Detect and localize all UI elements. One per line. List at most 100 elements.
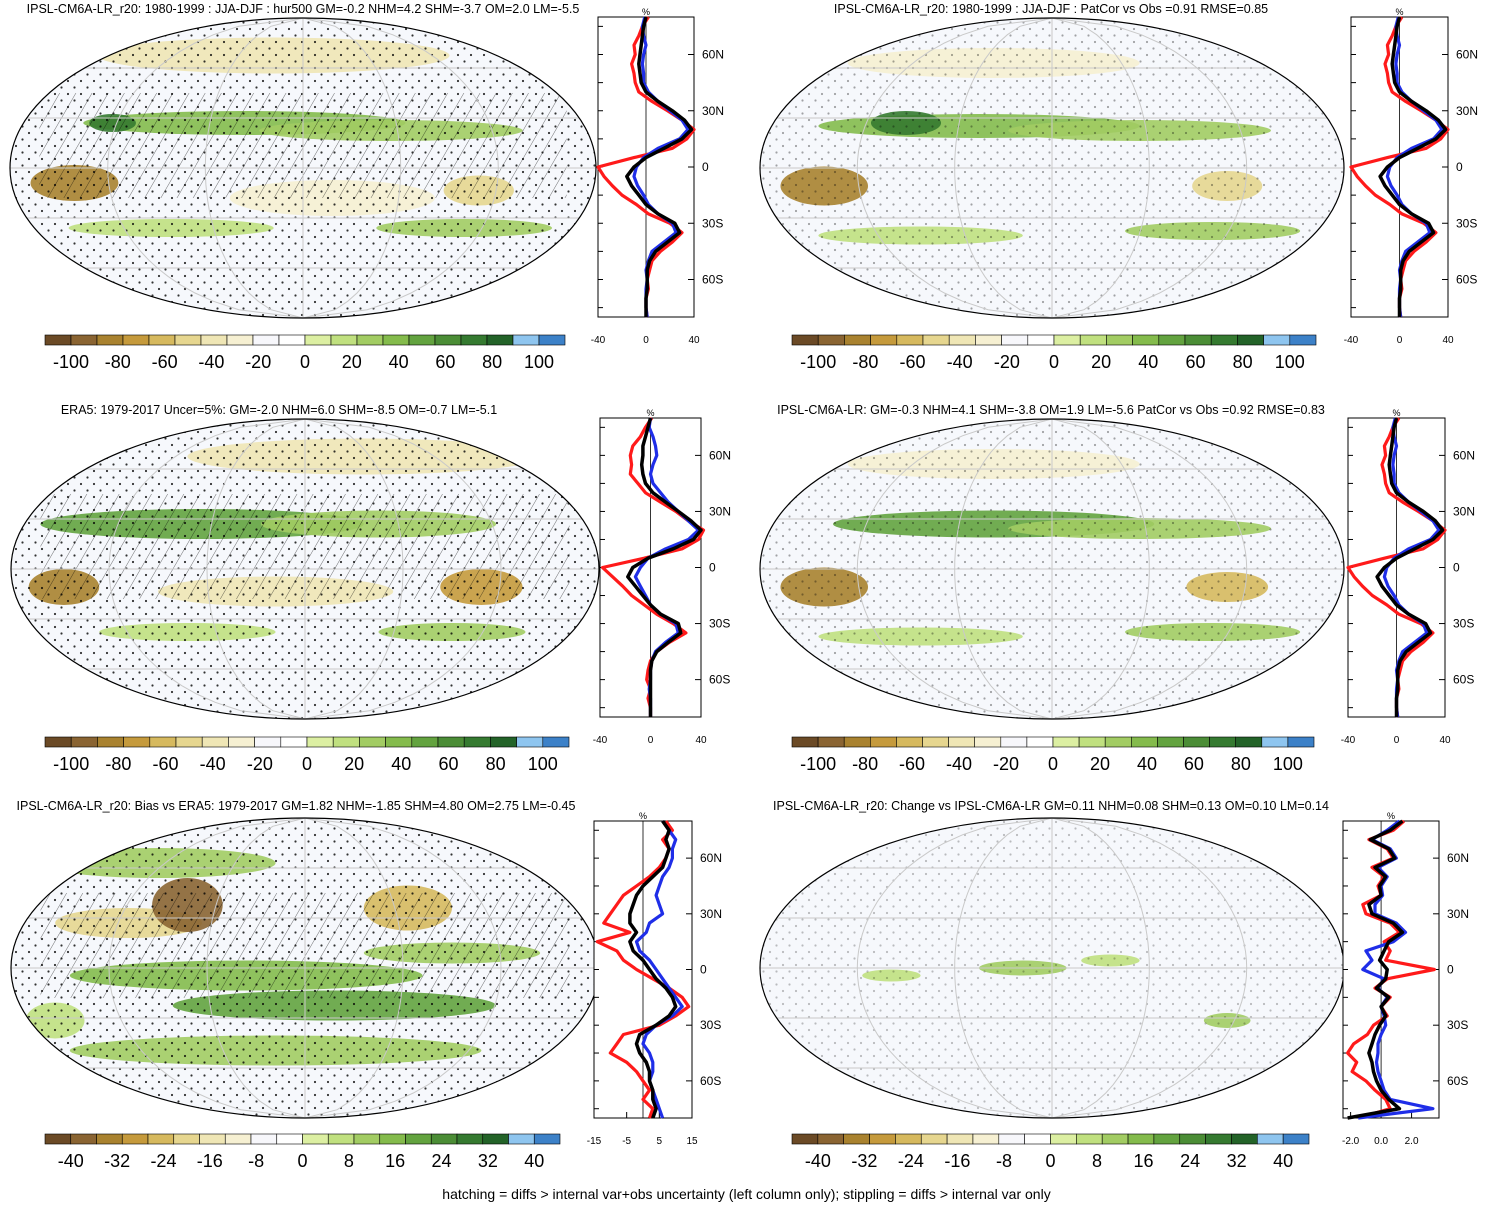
colorbar-swatch [512,334,540,346]
panel-4: IPSL-CM6A-LR: GM=-0.3 NHM=4.1 SHM=-3.8 O… [759,403,1475,774]
colorbar-label: -100 [53,754,89,774]
panel-title: IPSL-CM6A-LR_r20: Change vs IPSL-CM6A-LR… [773,799,1329,813]
colorbar-swatch [1024,1133,1051,1145]
colorbar-label: 24 [432,1151,452,1171]
colorbar-swatch [201,736,229,748]
panel-title: IPSL-CM6A-LR_r20: Bias vs ERA5: 1979-201… [17,799,576,813]
colorbar-swatch [405,1133,432,1145]
map-meridian [204,18,304,318]
colorbar-label: -80 [105,352,131,372]
colorbar-swatch [1104,736,1132,748]
colorbar-swatch [173,1133,200,1145]
profile-x-tick-label: -40 [1344,335,1359,346]
colorbar-swatch [1287,736,1315,748]
colorbar-swatch [482,1133,509,1145]
colorbar-swatch [121,1133,149,1145]
colorbar-label: 0 [1049,352,1059,372]
profile-line-black [1378,16,1448,317]
panel-3: ERA5: 1979-2017 Uncer=5%: GM=-2.0 NHM=6.… [10,403,731,774]
colorbar-label: -8 [996,1151,1012,1171]
profile-line-red [1349,16,1450,318]
colorbar-swatch [174,334,202,346]
colorbar-swatch [278,334,306,346]
colorbar-label: 16 [385,1151,405,1171]
colorbar-swatch [1052,736,1080,748]
colorbar-swatch [327,1133,355,1145]
colorbar-label: 20 [342,352,362,372]
colorbar-swatch [408,334,436,346]
map-meridian [856,18,1053,318]
colorbar-swatch [356,334,384,346]
colorbar-label: -40 [58,1151,84,1171]
profile-y-tick-label: 60N [1447,851,1469,865]
colorbar-label: -60 [899,754,925,774]
colorbar-label: 80 [1231,754,1251,774]
profile-x-tick-label: -2.0 [1342,1136,1360,1147]
colorbar-swatch [1000,736,1028,748]
profile-y-tick-label: 60N [1456,48,1478,62]
map-meridian [954,419,1053,719]
colorbar-label: -60 [900,352,926,372]
colorbar-swatch [1001,334,1029,346]
colorbar-label: 80 [486,754,506,774]
map-meridian [1051,419,1248,719]
colorbar-label: -80 [852,352,878,372]
colorbar-swatch [1282,1133,1310,1145]
profile-x-tick-label: 0 [1394,735,1400,746]
profile-y-tick-label: 30S [709,617,730,631]
map-field [11,818,599,1118]
colorbar-label: 0 [300,352,310,372]
profile-x-tick-label: 40 [1439,735,1451,746]
colorbar-label: -20 [245,352,271,372]
colorbar-swatch [896,334,924,346]
colorbar-label: 40 [1137,754,1157,774]
colorbar-swatch [382,334,410,346]
colorbar-label: 32 [1227,1151,1247,1171]
profile-y-tick-label: 30S [700,1018,721,1032]
profile-line-black [626,417,703,717]
profile-line-black [1347,819,1405,1120]
profile-y-tick-label: 30N [1456,104,1478,118]
colorbar-label: 100 [524,352,554,372]
colorbar-swatch [430,1133,458,1145]
colorbar-swatch [252,334,280,346]
colorbar-swatch [353,1133,381,1145]
colorbar-swatch [972,1133,1000,1145]
colorbar-swatch [1132,334,1160,346]
colorbar-label: -100 [53,352,89,372]
profile-unit-label: % [1395,7,1403,17]
colorbar-swatch [1131,736,1158,748]
map-meridian [206,818,306,1118]
zonal-profile: 60N 30N 0 30S 60S -2.0 0.0 2.0% [1342,811,1469,1147]
colorbar-swatch [44,334,72,346]
profile-x-tick-label: 15 [686,1136,698,1147]
colorbar-swatch [304,334,332,346]
colorbar-swatch [1050,1133,1077,1145]
colorbar-swatch [1026,736,1054,748]
profile-y-tick-label: 30N [702,104,724,118]
map-field [760,818,1344,1118]
panel-title: IPSL-CM6A-LR_r20: 1980-1999 : JJA-DJF : … [834,2,1268,16]
colorbar-label: -60 [152,352,178,372]
colorbar-label: 0 [297,1151,307,1171]
colorbar-swatch [96,334,124,346]
colorbar-label: 100 [528,754,558,774]
colorbar-label: 40 [1273,1151,1293,1171]
colorbar-swatch [456,1133,484,1145]
map-meridian [1051,18,1248,318]
map-meridian [304,818,502,1118]
map-outline [9,17,597,319]
colorbar-swatch [844,334,871,346]
map-field [11,419,599,719]
colorbar-label: -20 [247,754,273,774]
colorbar-swatch [533,1133,561,1145]
map-meridian [108,818,306,1118]
colorbar-swatch [437,736,465,748]
colorbar-swatch [1076,1133,1103,1145]
panel-1: IPSL-CM6A-LR_r20: 1980-1999 : JJA-DJF : … [9,2,724,372]
colorbar-swatch [1027,334,1055,346]
colorbar-swatch [975,334,1002,346]
panel-title: IPSL-CM6A-LR_r20: 1980-1999 : JJA-DJF : … [27,2,580,16]
colorbar-swatch [224,1133,252,1145]
map-meridian [304,419,502,719]
